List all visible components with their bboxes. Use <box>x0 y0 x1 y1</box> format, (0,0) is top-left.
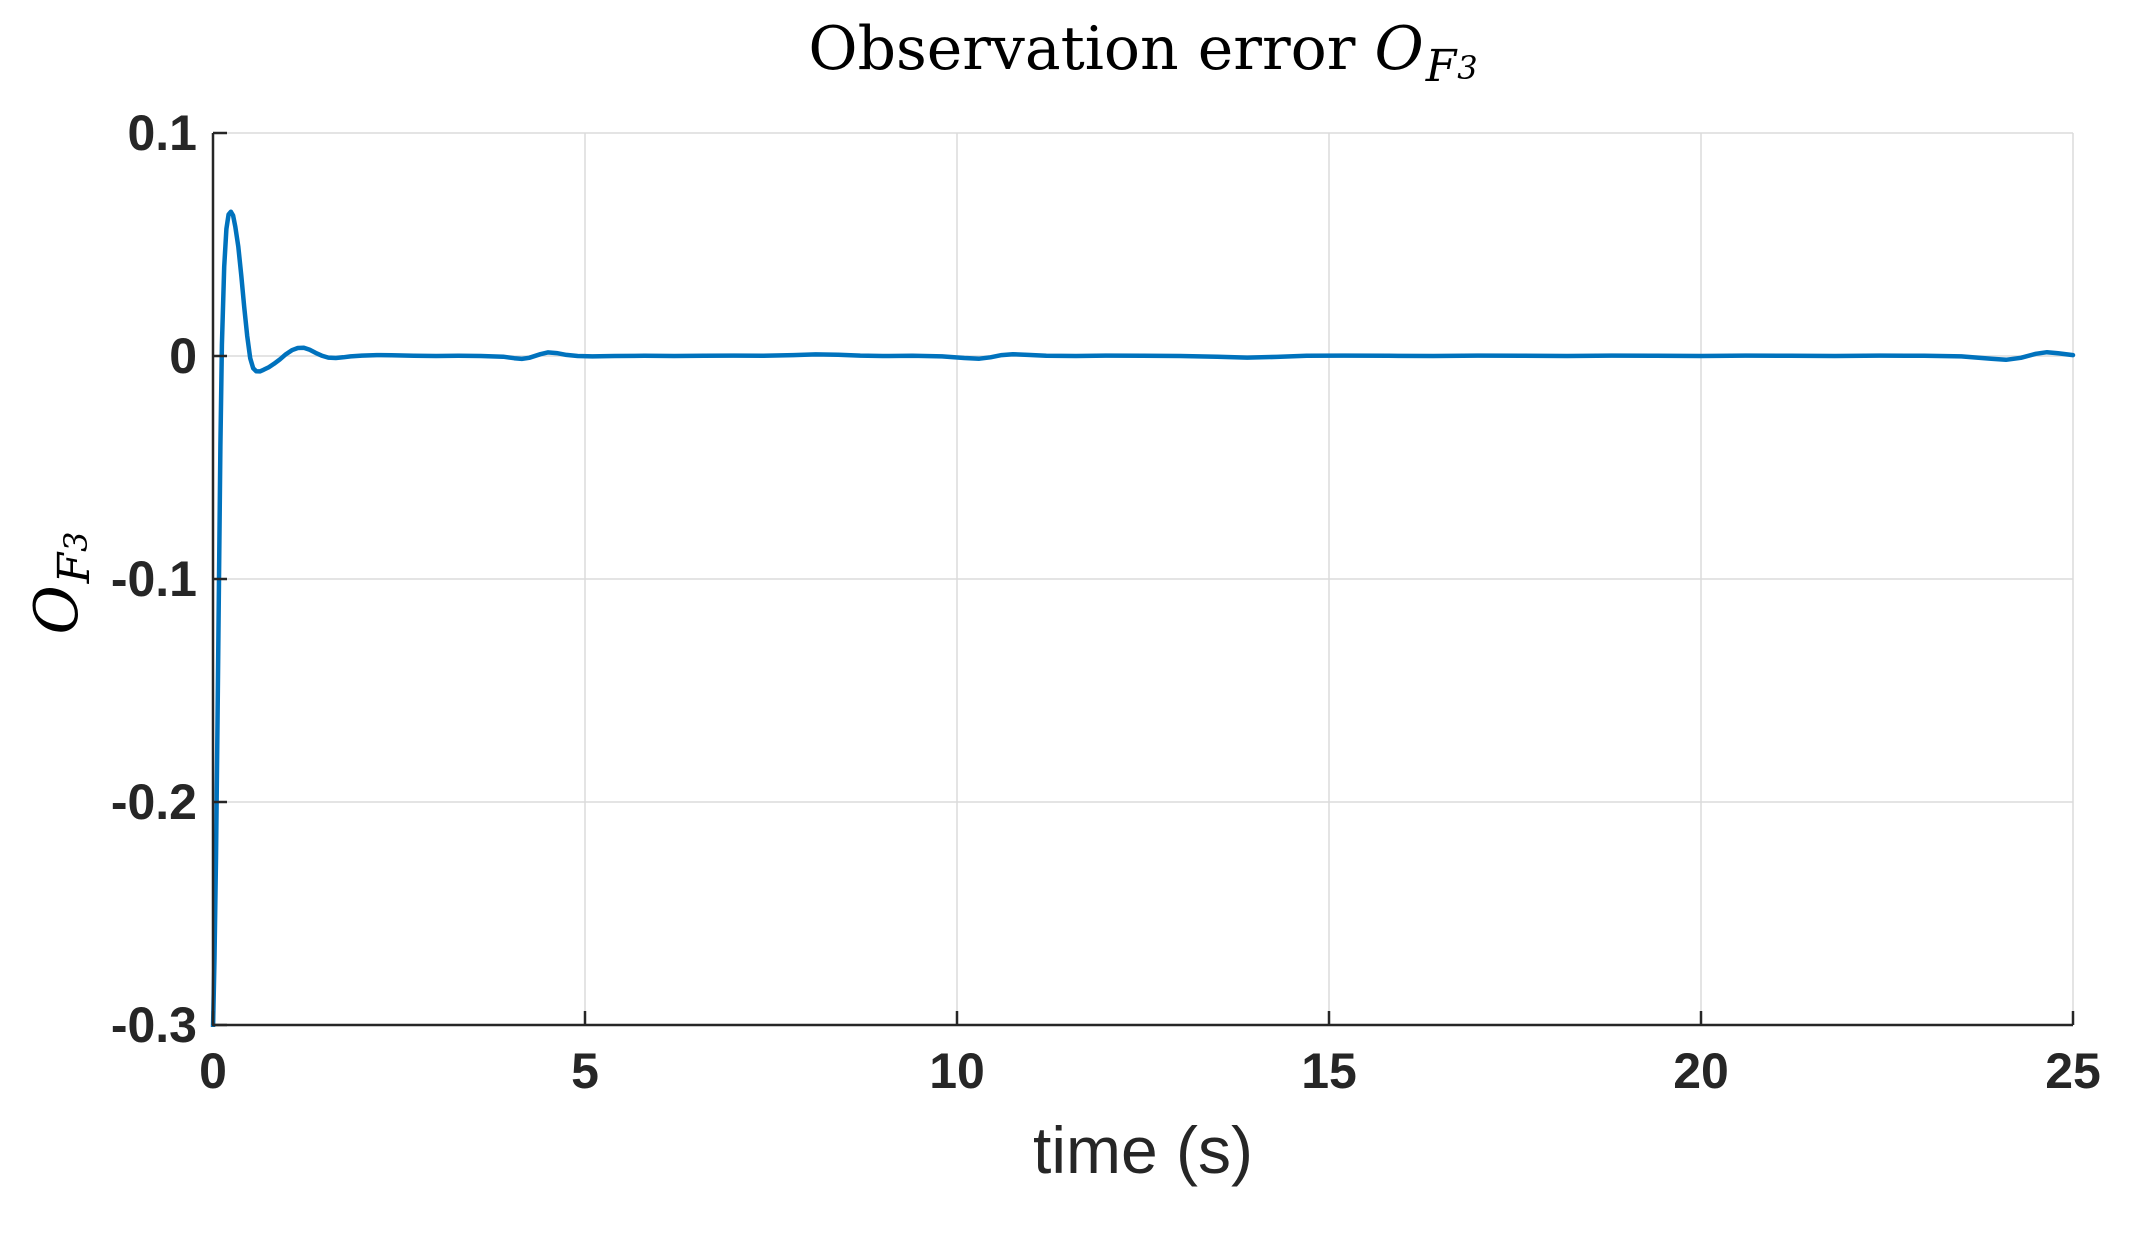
x-tick-label: 25 <box>2045 1043 2101 1099</box>
chart-title-text: Observation error <box>808 14 1375 84</box>
y-tick-label: -0.1 <box>110 551 197 607</box>
x-tick-label: 20 <box>1673 1043 1729 1099</box>
chart-title-subscript: F <box>1425 41 1457 92</box>
y-tick-label: -0.2 <box>110 774 197 830</box>
x-tick-label: 10 <box>929 1043 985 1099</box>
x-tick-label: 0 <box>199 1043 227 1099</box>
y-tick-label: -0.3 <box>110 997 197 1053</box>
data-line-observation-error <box>210 209 2076 1027</box>
x-axis-label: time (s) <box>1033 1113 1253 1187</box>
chart-title-subsubscript: 3 <box>1457 49 1478 87</box>
y-tick-label: 0.1 <box>127 105 197 161</box>
y-tick-label: 0 <box>169 328 197 384</box>
x-tick-label: 5 <box>571 1043 599 1099</box>
chart-title-var: O <box>1374 14 1424 84</box>
y-axis-label-subsubscript: 3 <box>57 531 95 552</box>
chart-title: Observation error OF3 <box>213 14 2073 92</box>
x-tick-label: 15 <box>1301 1043 1357 1099</box>
